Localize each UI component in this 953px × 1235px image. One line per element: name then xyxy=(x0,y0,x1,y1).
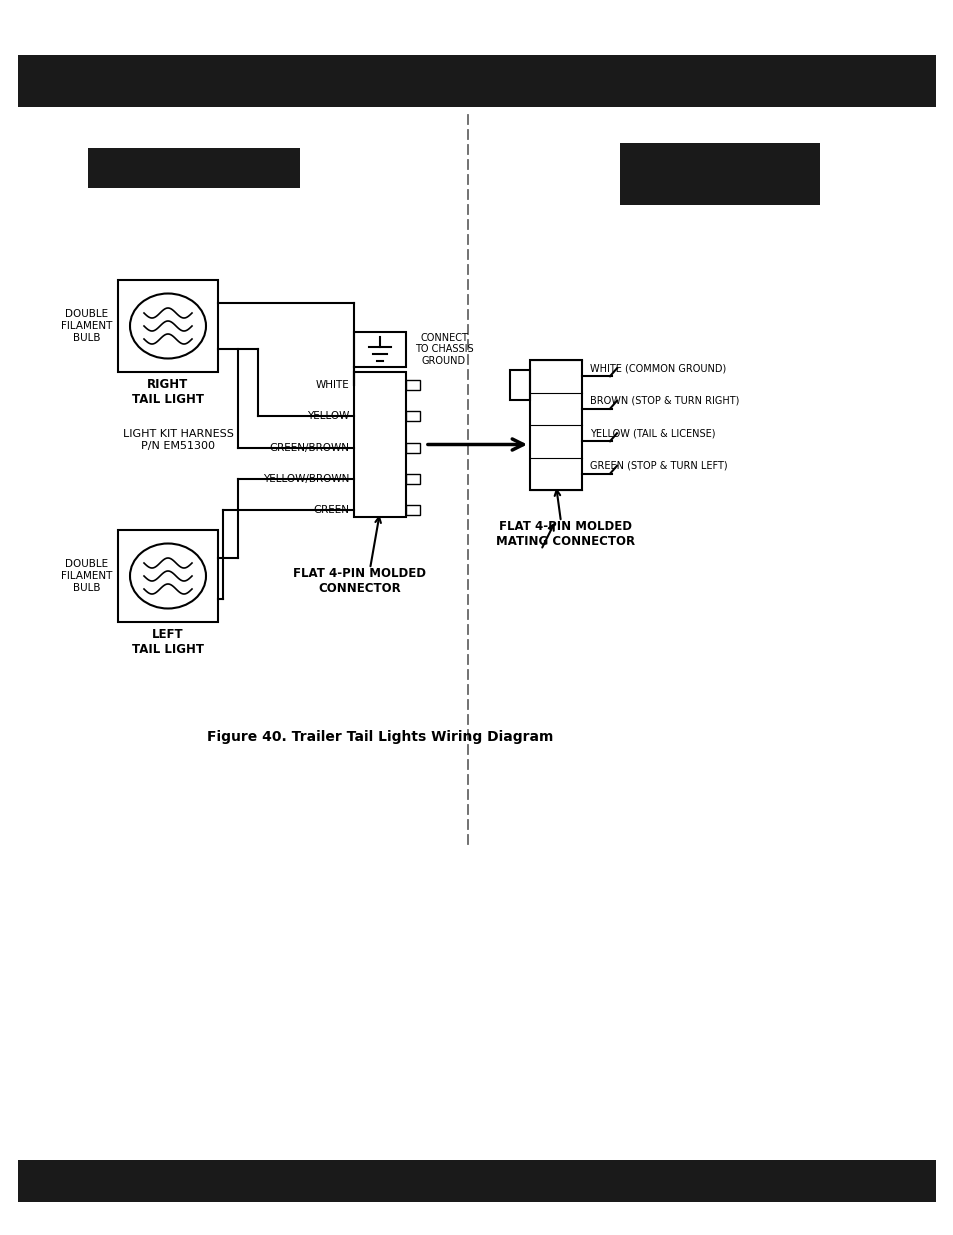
Text: YELLOW: YELLOW xyxy=(306,411,349,421)
Text: YELLOW/BROWN: YELLOW/BROWN xyxy=(262,474,349,484)
Bar xyxy=(510,370,530,400)
Bar xyxy=(18,56,935,107)
Text: DOUBLE
FILAMENT
BULB: DOUBLE FILAMENT BULB xyxy=(61,310,112,342)
Bar xyxy=(118,280,218,372)
Text: FLAT 4-PIN MOLDED
MATING CONNECTOR: FLAT 4-PIN MOLDED MATING CONNECTOR xyxy=(496,520,635,548)
Text: YELLOW (TAIL & LICENSE): YELLOW (TAIL & LICENSE) xyxy=(589,429,715,438)
Bar xyxy=(88,148,299,188)
Text: GREEN: GREEN xyxy=(313,505,349,515)
Bar xyxy=(406,380,419,390)
Text: BROWN (STOP & TURN RIGHT): BROWN (STOP & TURN RIGHT) xyxy=(589,395,739,406)
Text: LEFT
TAIL LIGHT: LEFT TAIL LIGHT xyxy=(132,629,204,656)
Text: FLAT 4-PIN MOLDED
CONNECTOR: FLAT 4-PIN MOLDED CONNECTOR xyxy=(294,567,426,595)
Text: WHITE: WHITE xyxy=(314,380,349,390)
Bar xyxy=(530,359,581,490)
Text: GREEN (STOP & TURN LEFT): GREEN (STOP & TURN LEFT) xyxy=(589,461,727,471)
Bar xyxy=(406,505,419,515)
Text: Figure 40. Trailer Tail Lights Wiring Diagram: Figure 40. Trailer Tail Lights Wiring Di… xyxy=(207,730,553,743)
Bar xyxy=(18,1160,935,1202)
Text: GREEN/BROWN: GREEN/BROWN xyxy=(269,442,349,452)
Text: PAGE 58 — MAYCO C-30HDG PUMP — OPERATION AND PARTS MANUAL — REV. #6 (04/02/12): PAGE 58 — MAYCO C-30HDG PUMP — OPERATION… xyxy=(172,1174,781,1188)
Text: CONNECT
TO CHASSIS
GROUND: CONNECT TO CHASSIS GROUND xyxy=(415,333,473,366)
Bar xyxy=(406,442,419,452)
Text: DOUBLE
FILAMENT
BULB: DOUBLE FILAMENT BULB xyxy=(61,559,112,593)
Text: TRAILER SIDE: TRAILER SIDE xyxy=(114,158,274,178)
Bar xyxy=(619,143,820,205)
Text: WHITE (COMMON GROUND): WHITE (COMMON GROUND) xyxy=(589,363,725,373)
Bar xyxy=(354,332,406,367)
Bar xyxy=(406,411,419,421)
Bar xyxy=(354,372,406,517)
Bar xyxy=(406,474,419,484)
Text: RIGHT
TAIL LIGHT: RIGHT TAIL LIGHT xyxy=(132,378,204,406)
Text: LIGHT KIT HARNESS
P/N EM51300: LIGHT KIT HARNESS P/N EM51300 xyxy=(122,430,233,451)
Text: C-30HDG PUMP — WIRING DIAGRAM (TAIL LIGHTS): C-30HDG PUMP — WIRING DIAGRAM (TAIL LIGH… xyxy=(162,70,791,91)
Bar xyxy=(118,530,218,622)
Text: TOWING
VEHICLE SIDE: TOWING VEHICLE SIDE xyxy=(645,153,794,194)
